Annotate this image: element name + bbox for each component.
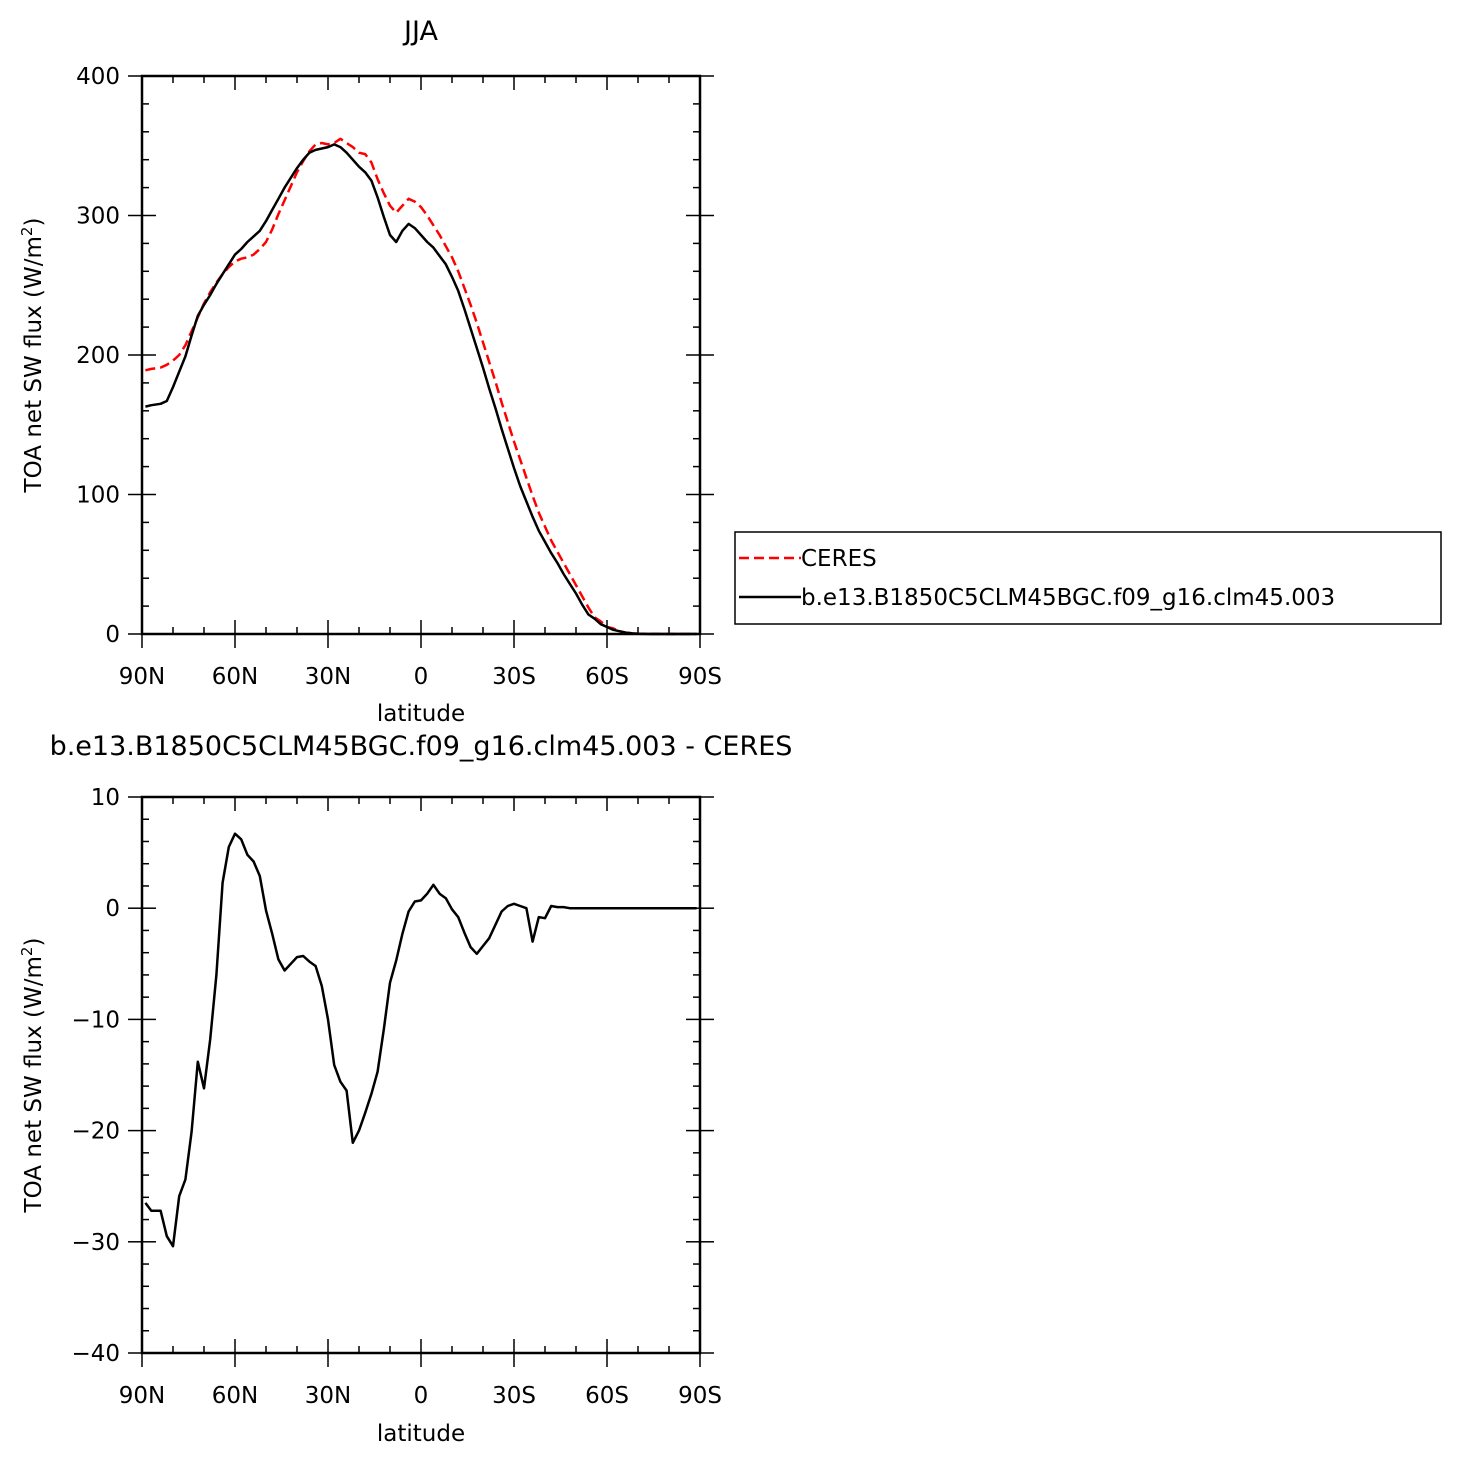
legend-box xyxy=(734,531,1442,625)
top-xtick-label: 0 xyxy=(414,664,429,690)
top-chart-title: JJA xyxy=(402,16,438,47)
bottom-ytick-label: 10 xyxy=(91,785,120,811)
top-ytick-label: 0 xyxy=(105,622,120,648)
bottom-xtick-label: 60N xyxy=(212,1383,258,1409)
bottom-tick-marks xyxy=(128,796,714,1367)
top-series-line-ceres xyxy=(145,137,697,636)
top-xtick-label: 60N xyxy=(212,664,258,690)
top-xtick-label: 30N xyxy=(305,664,351,690)
bottom-xtick-label: 90N xyxy=(119,1383,165,1409)
bottom-series-layer xyxy=(144,832,697,1248)
top-series-layer xyxy=(145,137,697,636)
top-xtick-label: 30S xyxy=(492,664,536,690)
bottom-y-axis-label: TOA net SW flux (W/m2) xyxy=(18,938,47,1214)
bottom-x-axis-label: latitude xyxy=(377,1421,465,1447)
top-tick-marks xyxy=(128,75,714,648)
bottom-y-axis-label-superscript: 2 xyxy=(18,947,36,957)
bottom-y-axis-label-close: ) xyxy=(21,938,47,947)
bottom-xtick-label: 30S xyxy=(492,1383,536,1409)
bottom-xtick-label: 30N xyxy=(305,1383,351,1409)
top-ytick-label: 400 xyxy=(76,64,120,90)
top-ytick-label: 300 xyxy=(76,204,120,230)
top-y-tick-labels: 0 100 200 300 400 xyxy=(76,64,120,648)
top-ytick-label: 200 xyxy=(76,343,120,369)
bottom-xtick-label: 60S xyxy=(585,1383,629,1409)
bottom-plot-frame xyxy=(140,795,702,1355)
legend-label-model: b.e13.B1850C5CLM45BGC.f09_g16.clm45.003 xyxy=(801,585,1335,611)
bottom-ytick-label: −30 xyxy=(71,1230,120,1256)
top-ytick-label: 100 xyxy=(76,483,120,509)
bottom-ytick-label: −10 xyxy=(71,1007,120,1033)
top-y-axis-label: TOA net SW flux (W/m2) xyxy=(18,218,47,494)
top-plot-frame xyxy=(140,74,702,636)
bottom-x-tick-labels: 90N 60N 30N 0 30S 60S 90S xyxy=(119,1383,722,1409)
legend-label-ceres: CERES xyxy=(801,546,877,572)
top-series-line-model xyxy=(145,143,697,636)
top-x-tick-labels: 90N 60N 30N 0 30S 60S 90S xyxy=(119,664,722,690)
bottom-y-axis-label-main: TOA net SW flux (W/m xyxy=(21,956,47,1213)
bottom-ytick-label: −20 xyxy=(71,1119,120,1145)
bottom-xtick-label: 90S xyxy=(678,1383,722,1409)
bottom-panel: b.e13.B1850C5CLM45BGC.f09_g16.clm45.003 … xyxy=(18,731,792,1447)
bottom-ytick-label: −40 xyxy=(71,1341,120,1367)
top-y-axis-label-main: TOA net SW flux (W/m xyxy=(21,236,47,493)
top-y-axis-label-close: ) xyxy=(21,218,47,227)
top-xtick-label: 90S xyxy=(678,664,722,690)
bottom-xtick-label: 0 xyxy=(414,1383,429,1409)
top-xtick-label: 60S xyxy=(585,664,629,690)
top-x-axis-label: latitude xyxy=(377,701,465,727)
top-panel: JJA 0 100 200 300 400 90N 60N 30N 0 30S 60S 90S la… xyxy=(18,16,722,727)
legend: CERES b.e13.B1850C5CLM45BGC.f09_g16.clm4… xyxy=(734,531,1442,625)
top-y-axis-label-superscript: 2 xyxy=(18,227,36,237)
bottom-y-tick-labels: −40 −30 −20 −10 0 10 xyxy=(71,785,120,1367)
bottom-chart-title: b.e13.B1850C5CLM45BGC.f09_g16.clm45.003 … xyxy=(50,731,793,762)
top-xtick-label: 90N xyxy=(119,664,165,690)
bottom-series-line-difference xyxy=(144,832,697,1248)
bottom-ytick-label: 0 xyxy=(105,896,120,922)
